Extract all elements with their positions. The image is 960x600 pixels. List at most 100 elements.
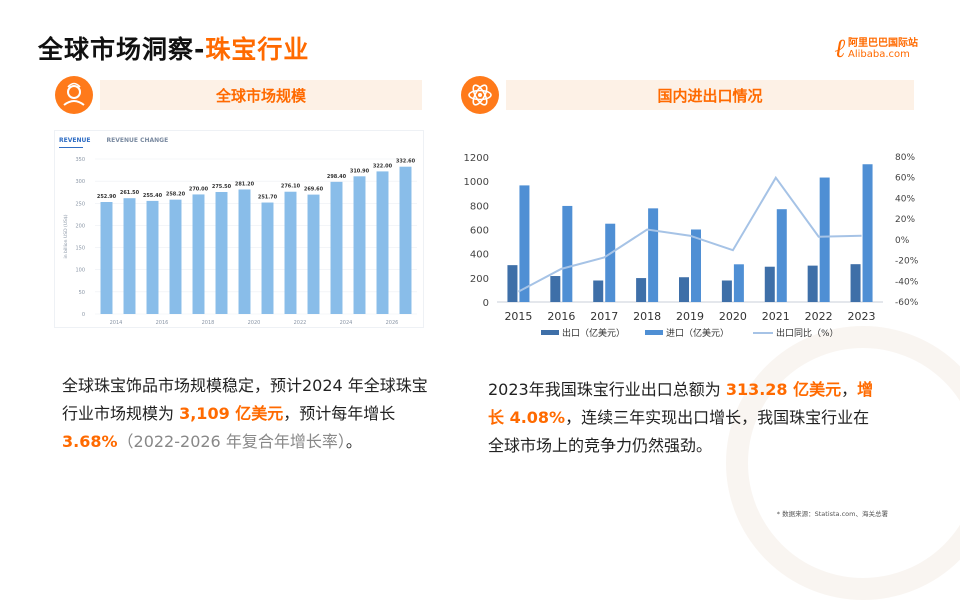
- right-axis-tick: -60%: [895, 298, 919, 308]
- y-tick-label: 250: [75, 201, 85, 207]
- export-bar: [593, 280, 604, 302]
- x-tick-label: 2022: [294, 320, 307, 326]
- background-ring-decoration: [726, 326, 960, 600]
- import-bar: [776, 209, 787, 302]
- left-axis-tick: 0: [483, 298, 489, 309]
- export-bar: [636, 278, 647, 302]
- person-chat-icon: [55, 76, 93, 114]
- left-axis-tick: 1200: [464, 153, 489, 164]
- revenue-bar: [307, 194, 320, 314]
- revenue-bar: [376, 171, 389, 314]
- y-tick-label: 50: [79, 290, 85, 296]
- revenue-bar: [284, 191, 297, 314]
- import-bar: [605, 223, 616, 302]
- revenue-bar: [100, 202, 113, 314]
- alibaba-logo: ℓ 阿里巴巴国际站 Alibaba.com: [835, 34, 918, 64]
- export-bar: [679, 277, 689, 302]
- x-tick-label: 2018: [202, 320, 215, 326]
- logo-cn-text: 阿里巴巴国际站: [848, 38, 918, 49]
- revenue-bar: [353, 176, 366, 314]
- right-axis-tick: 20%: [895, 215, 915, 225]
- x-tick-label: 2017: [590, 310, 618, 323]
- revenue-bar: [215, 191, 228, 314]
- x-tick-label: 2016: [156, 320, 169, 326]
- bar-value-label: 322.00: [373, 163, 393, 169]
- y-tick-label: 350: [75, 157, 85, 163]
- logo-en-text: Alibaba.com: [848, 49, 910, 60]
- left-axis-tick: 800: [470, 201, 489, 212]
- page-title: 全球市场洞察-珠宝行业: [38, 35, 310, 64]
- bar-value-label: 261.50: [120, 190, 140, 196]
- y-tick-label: 100: [75, 268, 85, 274]
- x-tick-label: 2018: [633, 310, 661, 323]
- active-tab-indicator: [59, 147, 83, 148]
- left-axis-tick: 600: [470, 226, 489, 237]
- revenue-bar: [169, 199, 182, 314]
- bar-value-label: 275.50: [212, 184, 232, 190]
- y-axis-label: in billion USD (US$): [63, 214, 69, 258]
- data-source-note: * 数据来源：Statista.com、海关总署: [776, 510, 888, 518]
- export-bar: [807, 265, 818, 302]
- x-tick-label: 2024: [340, 320, 353, 326]
- x-tick-label: 2022: [805, 310, 833, 323]
- import-bar: [819, 177, 830, 302]
- legend-swatch: [541, 330, 559, 335]
- x-tick-label: 2021: [762, 310, 790, 323]
- atom-icon: [461, 76, 499, 114]
- revenue-bar: [146, 200, 159, 314]
- right-axis-tick: -20%: [895, 257, 919, 267]
- import-bar: [562, 205, 573, 302]
- left-axis-tick: 400: [470, 250, 489, 261]
- x-tick-label: 2026: [386, 320, 399, 326]
- right-axis-tick: 0%: [895, 236, 910, 246]
- export-bar: [721, 280, 732, 302]
- import-bar: [733, 264, 744, 302]
- revenue-bar: [330, 181, 343, 314]
- x-tick-label: 2020: [719, 310, 747, 323]
- market-size-description: 全球珠宝饰品市场规模稳定，预计2024 年全球珠宝行业市场规模为 3,109 亿…: [62, 376, 428, 451]
- export-yoy-line: [517, 175, 862, 293]
- tab-revenue[interactable]: REVENUE: [59, 137, 91, 144]
- bar-value-label: 269.60: [304, 187, 324, 193]
- revenue-bar: [261, 202, 274, 314]
- right-axis-tick: 80%: [895, 153, 915, 163]
- right-axis-tick: 60%: [895, 174, 915, 184]
- import-bar: [648, 208, 659, 302]
- import-bar: [519, 185, 530, 302]
- x-tick-label: 2019: [676, 310, 704, 323]
- left-axis-tick: 1000: [464, 177, 489, 188]
- y-tick-label: 300: [75, 179, 85, 185]
- section-heading-market-size: 全球市场规模: [100, 80, 422, 110]
- y-tick-label: 0: [82, 312, 85, 318]
- right-axis-tick: -40%: [895, 277, 919, 287]
- export-bar: [507, 265, 518, 302]
- bar-value-label: 270.00: [189, 186, 209, 192]
- import-export-combo-chart: 0 200 400 600 800 1000 1200 -60% -40% -20% 0% 20% 40…: [464, 153, 919, 339]
- legend-label: 进口（亿美元）: [666, 327, 729, 339]
- section-heading-import-export: 国内进出口情况: [506, 80, 914, 110]
- market-size-bar-chart: 0 50 100 150 200 250 300 350 in billion USD (US$…: [63, 157, 417, 326]
- bar-value-label: 332.60: [396, 159, 416, 165]
- bar-value-label: 252.90: [97, 194, 117, 200]
- revenue-bar: [192, 194, 205, 314]
- export-bar: [850, 264, 861, 302]
- revenue-bar: [238, 189, 251, 314]
- right-axis-tick: 40%: [895, 194, 915, 204]
- x-tick-label: 2015: [504, 310, 532, 323]
- import-bar: [862, 164, 873, 302]
- legend-swatch: [645, 330, 663, 335]
- export-bar: [550, 276, 561, 302]
- bar-value-label: 276.10: [281, 184, 301, 190]
- legend-label: 出口（亿美元）: [562, 327, 625, 339]
- x-tick-label: 2014: [110, 320, 123, 326]
- x-tick-label: 2020: [248, 320, 261, 326]
- bar-value-label: 251.70: [258, 195, 278, 201]
- y-tick-label: 150: [75, 246, 85, 252]
- bar-value-label: 281.20: [235, 181, 255, 187]
- tab-revenue-change[interactable]: REVENUE CHANGE: [106, 137, 169, 144]
- revenue-bar: [399, 166, 412, 314]
- bar-value-label: 255.40: [143, 193, 163, 199]
- export-bar: [764, 266, 775, 302]
- alibaba-logo-icon: ℓ: [834, 34, 846, 64]
- x-tick-label: 2023: [848, 310, 876, 323]
